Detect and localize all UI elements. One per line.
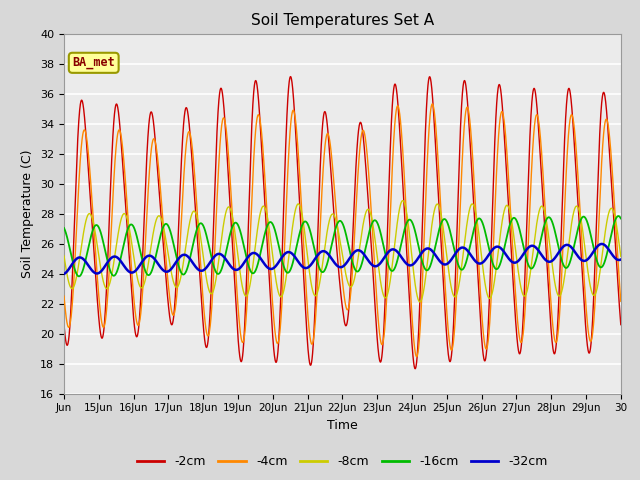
-8cm	[414, 296, 422, 301]
-32cm	[532, 244, 540, 250]
-2cm	[412, 366, 419, 372]
-16cm	[614, 213, 622, 219]
-2cm	[287, 74, 294, 80]
-16cm	[174, 262, 182, 267]
-4cm	[60, 293, 68, 299]
-4cm	[617, 299, 625, 304]
Text: BA_met: BA_met	[72, 56, 115, 69]
-2cm	[617, 322, 625, 327]
-32cm	[174, 256, 182, 262]
Line: -4cm: -4cm	[64, 104, 621, 357]
-4cm	[428, 101, 436, 107]
-32cm	[499, 247, 506, 252]
-16cm	[611, 218, 618, 224]
-16cm	[75, 274, 83, 279]
-2cm	[60, 322, 68, 327]
-8cm	[60, 253, 68, 259]
Line: -16cm: -16cm	[64, 216, 621, 276]
-2cm	[532, 95, 540, 100]
-2cm	[463, 95, 471, 100]
-4cm	[463, 104, 471, 110]
-2cm	[611, 234, 619, 240]
-8cm	[416, 299, 424, 305]
-4cm	[532, 113, 540, 119]
-8cm	[499, 216, 506, 222]
-32cm	[611, 255, 618, 261]
-2cm	[414, 340, 422, 346]
-2cm	[174, 239, 182, 244]
-32cm	[598, 241, 605, 247]
-4cm	[499, 109, 506, 115]
-4cm	[174, 276, 182, 282]
-8cm	[399, 198, 406, 204]
Y-axis label: Soil Temperature (C): Soil Temperature (C)	[22, 149, 35, 278]
-16cm	[532, 258, 540, 264]
-16cm	[463, 256, 471, 262]
-32cm	[463, 247, 470, 252]
-8cm	[174, 283, 182, 289]
-16cm	[414, 240, 422, 246]
-8cm	[463, 220, 471, 226]
-32cm	[60, 271, 68, 277]
-8cm	[532, 226, 540, 231]
-4cm	[611, 209, 619, 215]
Title: Soil Temperatures Set A: Soil Temperatures Set A	[251, 13, 434, 28]
-4cm	[413, 354, 420, 360]
-2cm	[499, 108, 506, 113]
Line: -32cm: -32cm	[64, 244, 621, 274]
-16cm	[60, 225, 68, 231]
Line: -8cm: -8cm	[64, 201, 621, 302]
-32cm	[617, 257, 625, 263]
X-axis label: Time: Time	[327, 419, 358, 432]
Legend: -2cm, -4cm, -8cm, -16cm, -32cm: -2cm, -4cm, -8cm, -16cm, -32cm	[132, 450, 553, 473]
-8cm	[617, 253, 625, 259]
Line: -2cm: -2cm	[64, 77, 621, 369]
-16cm	[617, 216, 625, 221]
-16cm	[499, 253, 506, 259]
-8cm	[611, 214, 619, 219]
-32cm	[414, 256, 422, 262]
-4cm	[414, 350, 422, 356]
